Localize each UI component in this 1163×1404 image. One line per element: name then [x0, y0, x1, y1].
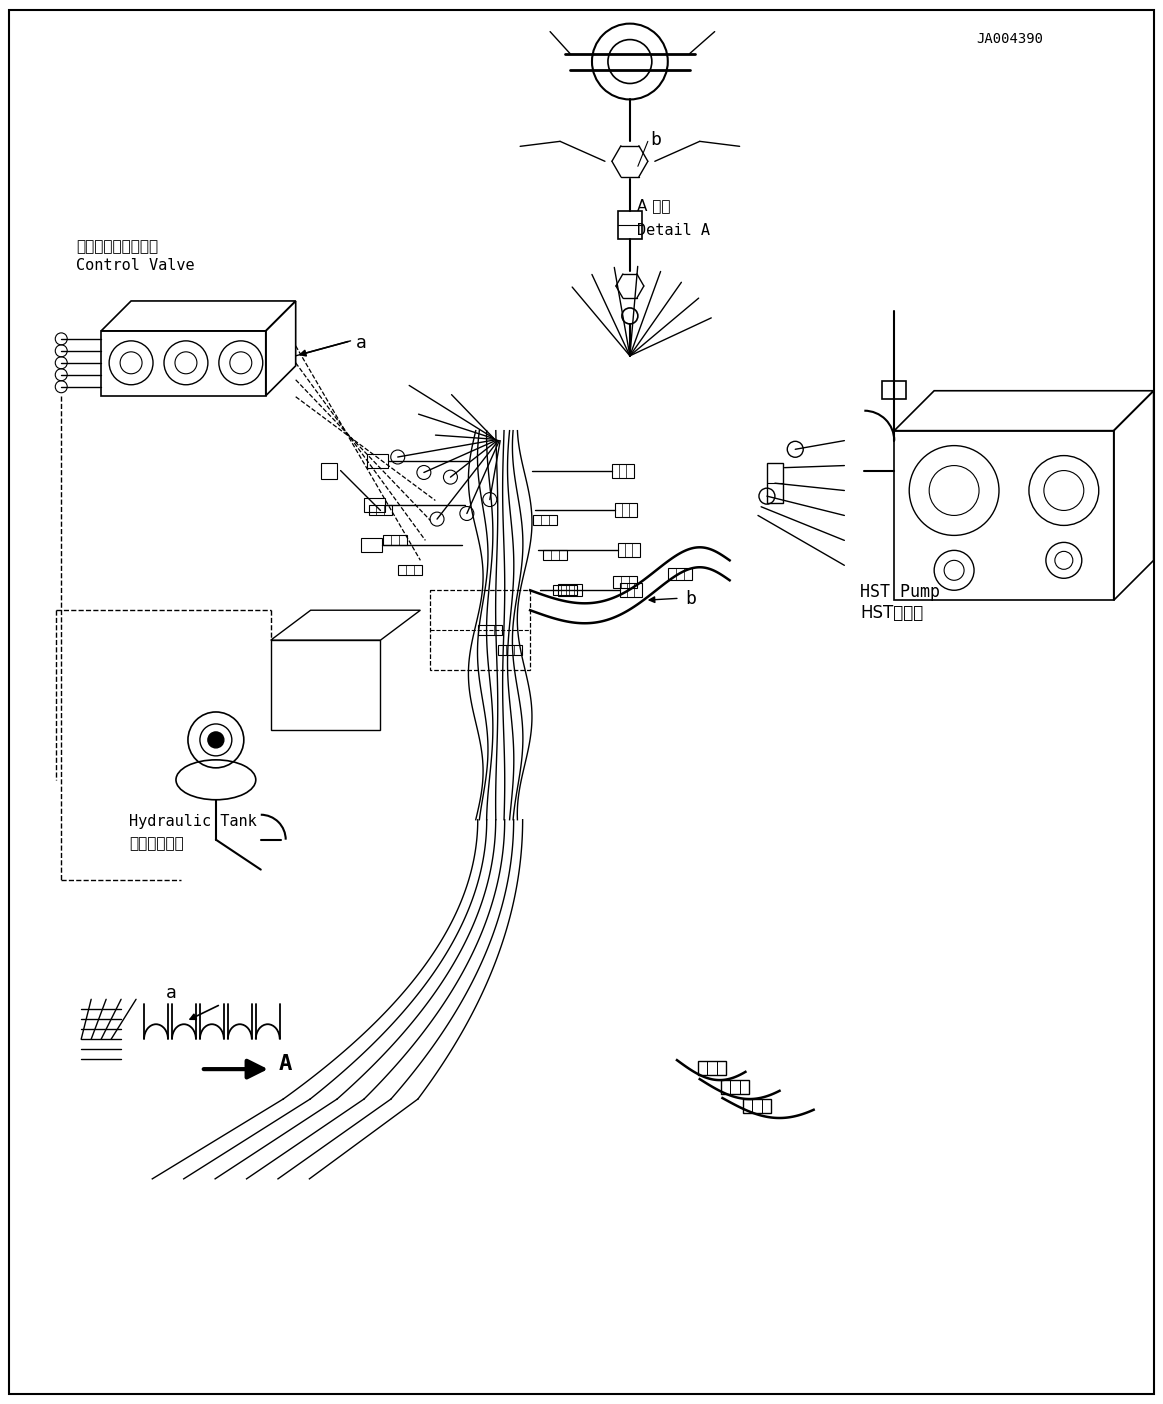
- Text: a: a: [166, 984, 177, 1002]
- Bar: [361, 538, 383, 552]
- Bar: [618, 543, 640, 557]
- Bar: [558, 584, 582, 597]
- Bar: [668, 569, 692, 580]
- Text: A 詳細: A 詳細: [637, 198, 671, 213]
- Text: A: A: [279, 1054, 292, 1074]
- Bar: [364, 498, 385, 512]
- Bar: [543, 550, 568, 560]
- Bar: [533, 515, 557, 525]
- Circle shape: [208, 731, 223, 748]
- Bar: [369, 505, 392, 515]
- Bar: [498, 644, 522, 656]
- Text: JA004390: JA004390: [976, 32, 1043, 46]
- Bar: [321, 462, 336, 479]
- Text: コントロールバルブ: コントロールバルブ: [77, 239, 158, 254]
- Text: a: a: [356, 334, 366, 352]
- Bar: [366, 453, 388, 468]
- Bar: [620, 583, 642, 597]
- Bar: [721, 1080, 749, 1094]
- Text: Hydraulic Tank: Hydraulic Tank: [129, 814, 257, 828]
- Bar: [399, 566, 422, 576]
- Bar: [615, 504, 637, 518]
- Bar: [613, 576, 637, 588]
- Text: HST Pump: HST Pump: [859, 583, 940, 601]
- Bar: [612, 463, 634, 477]
- Bar: [554, 585, 577, 595]
- Text: b: b: [650, 132, 661, 149]
- Bar: [478, 625, 502, 635]
- Text: 作動油タンク: 作動油タンク: [129, 837, 184, 851]
- Text: b: b: [685, 590, 695, 608]
- Bar: [883, 380, 906, 399]
- Bar: [698, 1061, 726, 1075]
- Text: HSTポンプ: HSTポンプ: [859, 604, 923, 622]
- Text: Detail A: Detail A: [637, 223, 711, 239]
- Bar: [766, 463, 783, 503]
- Text: Control Valve: Control Valve: [77, 258, 195, 272]
- Bar: [743, 1099, 771, 1113]
- Bar: [430, 590, 530, 670]
- Bar: [384, 535, 407, 545]
- Bar: [618, 211, 642, 239]
